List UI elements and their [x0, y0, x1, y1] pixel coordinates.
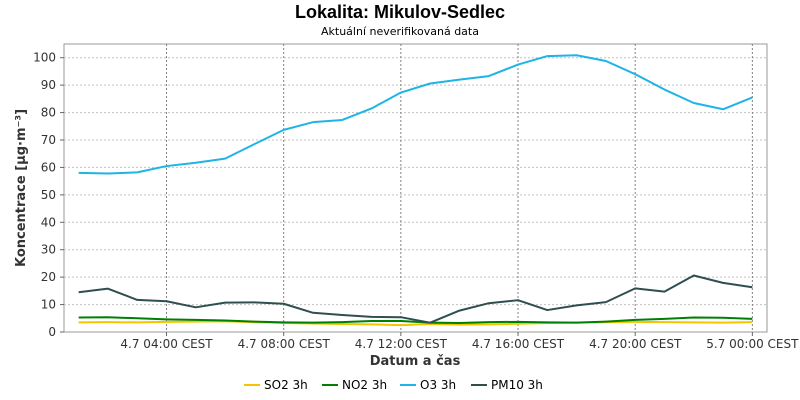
- plot-frame: [63, 43, 768, 333]
- x-tick-label: 4.7 16:00 CEST: [472, 337, 565, 351]
- chart-title: Lokalita: Mikulov-Sedlec: [295, 2, 505, 22]
- series-line-pm10-3h: [78, 274, 753, 324]
- y-tick-label: 10: [41, 298, 56, 312]
- series-layer: [78, 54, 753, 327]
- x-axis-label: Datum a čas: [370, 354, 461, 369]
- y-tick-label: 30: [41, 243, 56, 257]
- plot-area: [63, 43, 768, 333]
- x-tick-label: 4.7 12:00 CEST: [355, 337, 448, 351]
- y-tick-label: 0: [48, 325, 56, 339]
- y-tick-label: 70: [41, 133, 56, 147]
- y-tick-label: 100: [33, 51, 56, 65]
- x-tick-label: 4.7 20:00 CEST: [589, 337, 682, 351]
- series-line-no2-3h: [78, 316, 753, 324]
- y-tick-label: 90: [41, 78, 56, 92]
- legend-label-o3-3h: O3 3h: [420, 378, 456, 392]
- y-tick-label: 50: [41, 188, 56, 202]
- x-tick-label: 4.7 08:00 CEST: [238, 337, 331, 351]
- y-tick-label: 40: [41, 215, 56, 229]
- legend: SO2 3h NO2 3h O3 3h PM10 3h: [244, 378, 543, 392]
- x-tick-label: 5.7 00:00 CEST: [706, 337, 799, 351]
- y-tick-label: 20: [41, 270, 56, 284]
- legend-label-pm10-3h: PM10 3h: [491, 378, 543, 392]
- series-line-o3-3h: [78, 54, 753, 175]
- chart-subtitle: Aktuální neverifikovaná data: [321, 25, 479, 38]
- series-line-so2-3h: [78, 320, 753, 327]
- y-tick-label: 80: [41, 106, 56, 120]
- y-axis-ticks: 0 10 20 30 40 50 60 70 80 90 100: [33, 51, 64, 339]
- y-axis-label: Koncentrace [µg·m⁻³]: [14, 109, 29, 267]
- legend-label-no2-3h: NO2 3h: [342, 378, 387, 392]
- x-axis-ticks: 4.7 04:00 CEST 4.7 08:00 CEST 4.7 12:00 CE…: [120, 332, 799, 351]
- y-tick-label: 60: [41, 160, 56, 174]
- legend-label-so2-3h: SO2 3h: [264, 378, 308, 392]
- x-tick-label: 4.7 04:00 CEST: [120, 337, 213, 351]
